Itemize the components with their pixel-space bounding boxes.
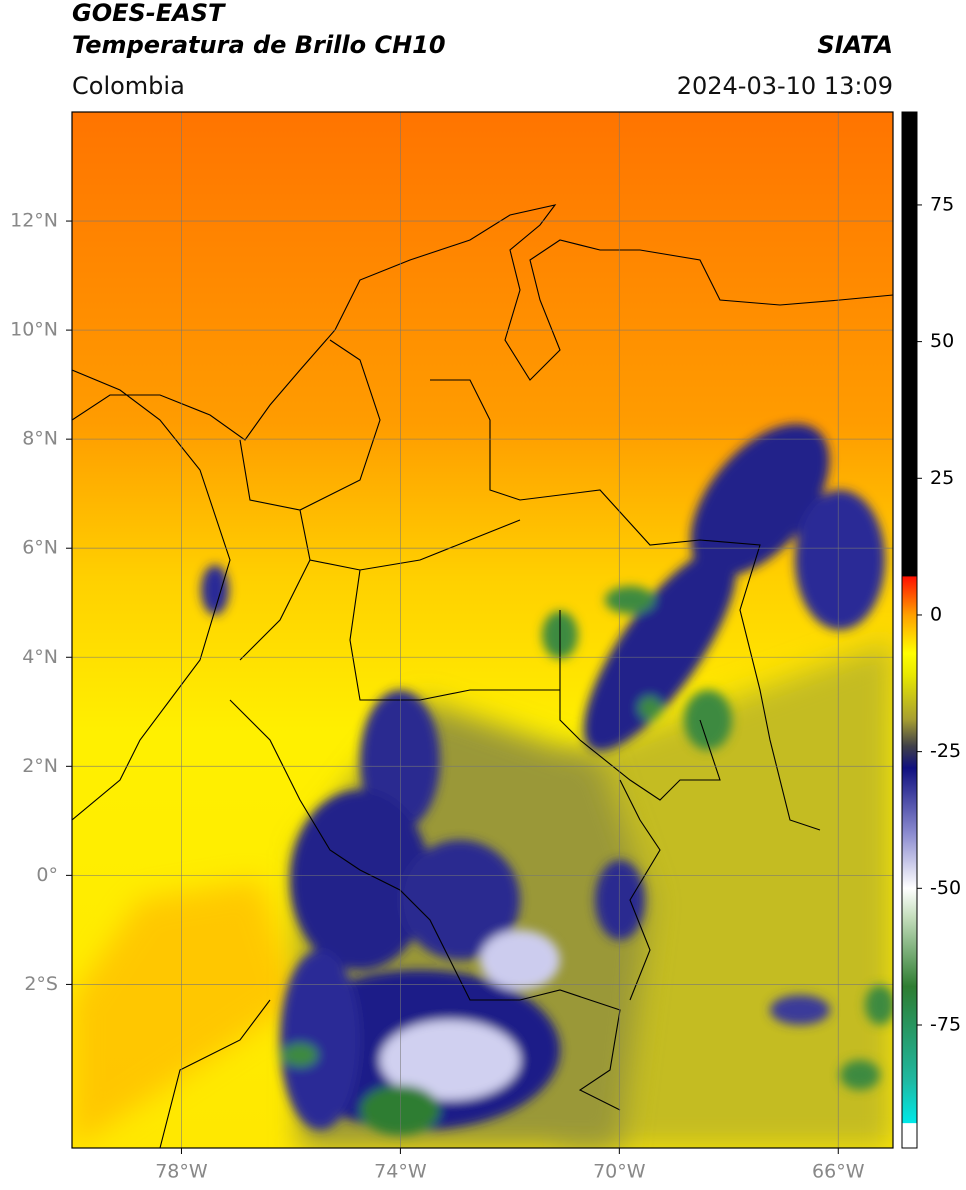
cloud-cells: [201, 423, 893, 1135]
y-tick-label: 2°N: [22, 755, 58, 777]
x-tick-label: 78°W: [155, 1161, 208, 1183]
colorbar-tick-label: -25: [930, 740, 961, 762]
y-tick-label: 0°: [36, 864, 58, 886]
map-frame: [71, 111, 894, 1149]
colorbar: [901, 111, 918, 1149]
y-tick-label: 12°N: [10, 210, 58, 232]
y-tick-label: 10°N: [10, 319, 58, 341]
x-tick-label: 70°W: [593, 1161, 646, 1183]
satellite-image: [72, 112, 893, 1148]
subtitle: Temperatura de Brillo CH10: [72, 31, 446, 59]
timestamp: 2024-03-10 13:09: [677, 72, 893, 100]
colorbar-tick-label: -50: [930, 877, 961, 899]
source: SIATA: [817, 31, 893, 59]
colorbar-tick-label: 0: [930, 603, 942, 625]
colorbar-tick-label: 50: [930, 330, 954, 352]
y-tick-label: 2°S: [24, 973, 58, 995]
colorbar-tick-label: 75: [930, 193, 954, 215]
y-tick-label: 4°N: [22, 646, 58, 668]
warm-region: [72, 880, 300, 1148]
y-tick-label: 6°N: [22, 537, 58, 559]
x-tick-label: 74°W: [374, 1161, 427, 1183]
x-tick-label: 66°W: [812, 1161, 865, 1183]
colorbar-tick-label: 25: [930, 467, 954, 489]
colorbar-tick-label: -75: [930, 1013, 961, 1035]
region: Colombia: [72, 72, 185, 100]
grid: [72, 112, 893, 1148]
title: GOES-EAST: [72, 0, 226, 27]
y-tick-label: 8°N: [22, 428, 58, 450]
